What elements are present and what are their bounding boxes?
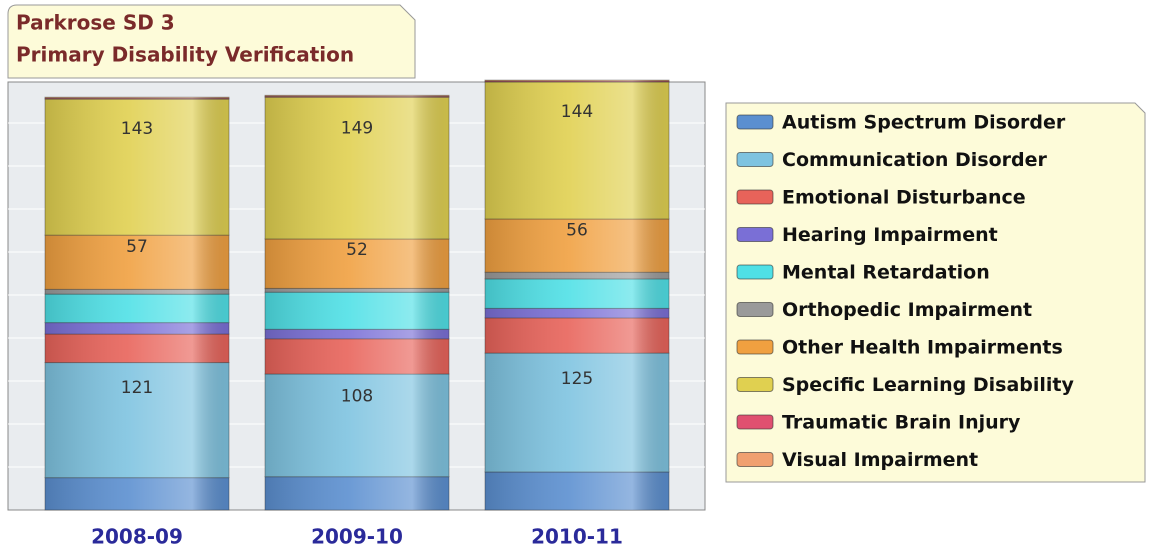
data-label: 125 — [561, 369, 593, 389]
legend-label: Other Health Impairments — [782, 337, 1063, 359]
legend-swatch — [736, 189, 774, 205]
legend-swatch — [736, 152, 774, 167]
legend-swatch — [736, 302, 774, 317]
bar-gloss — [485, 80, 669, 82]
chart-title: Primary Disability Verification — [16, 43, 354, 67]
bar-gloss — [45, 98, 229, 100]
legend-swatch — [736, 452, 774, 467]
legend-swatch — [736, 227, 774, 242]
data-label: 52 — [346, 240, 368, 260]
legend-box — [725, 102, 1146, 483]
bar-gloss — [265, 238, 449, 289]
bar-gloss — [45, 289, 229, 295]
legend-swatch — [736, 414, 774, 430]
legend-swatch — [736, 339, 774, 355]
data-label: 121 — [121, 378, 153, 398]
bar-gloss — [265, 338, 449, 374]
legend-label: Communication Disorder — [782, 149, 1048, 171]
bar-gloss — [45, 334, 229, 363]
bar-gloss — [45, 477, 229, 510]
bar-gloss — [45, 322, 229, 335]
bar-gloss — [265, 97, 449, 239]
legend-swatch — [736, 377, 774, 392]
bar-gloss — [45, 294, 229, 323]
legend-label: Specific Learning Disability — [782, 374, 1075, 396]
legend-label: Mental Retardation — [782, 262, 990, 284]
legend-label: Autism Spectrum Disorder — [782, 112, 1066, 134]
x-tick-label: 2010-11 — [531, 525, 623, 549]
data-label: 144 — [561, 102, 593, 122]
legend-label: Emotional Disturbance — [782, 187, 1026, 209]
legend-label: Orthopedic Impairment — [782, 299, 1032, 321]
bar-gloss — [265, 96, 449, 98]
bar-gloss — [485, 278, 669, 309]
data-label: 56 — [566, 221, 588, 241]
bar-gloss — [485, 82, 669, 219]
bar-gloss — [485, 272, 669, 279]
bar-gloss — [265, 373, 449, 477]
bar-gloss — [485, 81, 669, 82]
bar-gloss — [485, 353, 669, 472]
legend-swatch — [736, 264, 774, 280]
bar-gloss — [485, 317, 669, 354]
bar-gloss — [265, 288, 449, 293]
legend-swatch — [736, 114, 774, 130]
legend-label: Hearing Impairment — [782, 224, 998, 246]
title-box — [7, 4, 416, 79]
bar-gloss — [485, 218, 669, 273]
bar-gloss — [45, 97, 229, 99]
bar-gloss — [485, 308, 669, 318]
data-label: 149 — [341, 118, 373, 138]
x-tick-label: 2008-09 — [91, 525, 183, 549]
bar-gloss — [265, 476, 449, 510]
bar-gloss — [45, 235, 229, 290]
x-tick-label: 2009-10 — [311, 525, 403, 549]
legend-label: Visual Impairment — [782, 449, 978, 471]
bar-gloss — [265, 95, 449, 97]
bar-gloss — [265, 329, 449, 339]
bar-gloss — [265, 292, 449, 330]
data-label: 108 — [341, 387, 373, 407]
bar-gloss — [485, 471, 669, 510]
data-label: 143 — [121, 119, 153, 139]
marks: 121 57 143 108 52 149 125 56 144 — [44, 79, 670, 511]
legend-label: Traumatic Brain Injury — [782, 412, 1021, 434]
chart-title: Parkrose SD 3 — [16, 11, 175, 35]
data-label: 57 — [126, 237, 148, 257]
bar-gloss — [45, 362, 229, 478]
bar-gloss — [45, 99, 229, 236]
